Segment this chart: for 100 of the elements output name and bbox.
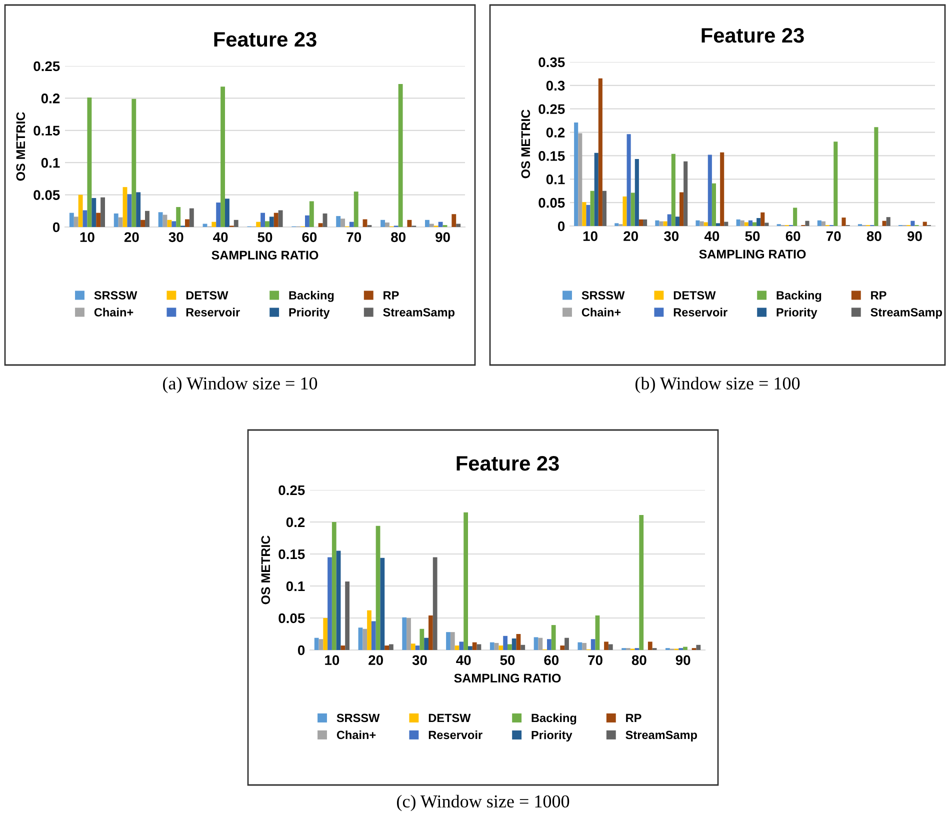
bar [406, 618, 411, 650]
chart-title: Feature 23 [214, 32, 316, 47]
bar [760, 212, 765, 226]
bar [305, 215, 310, 227]
bar [512, 638, 516, 650]
bar [118, 217, 123, 227]
bar [684, 161, 688, 226]
bar [269, 216, 274, 227]
bar [667, 214, 672, 226]
y-axis-title: OS METRIC [261, 536, 270, 604]
y-tick-label: 0 [558, 221, 565, 232]
legend-label: Chain+ [582, 308, 621, 316]
x-tick-label: 50 [258, 232, 272, 242]
legend-label: DETSW [674, 291, 716, 300]
bar [655, 220, 660, 226]
text: (a) Window size = 10 [163, 376, 318, 394]
bar [234, 220, 238, 227]
bar [340, 646, 346, 650]
bar [446, 632, 450, 650]
bar [503, 636, 508, 650]
bar [145, 210, 150, 227]
bar [452, 214, 456, 227]
y-tick-label: 0.3 [546, 80, 565, 91]
bar [560, 646, 565, 650]
x-tick-label: 50 [500, 655, 515, 666]
legend-label: Backing [289, 290, 334, 302]
bar [92, 198, 96, 227]
x-tick-label: 10 [325, 655, 340, 666]
bar [376, 526, 380, 650]
legend-label: Reservoir [186, 308, 240, 316]
legend-label: StreamSamp [870, 308, 942, 319]
bar [432, 557, 438, 650]
bar [574, 122, 578, 226]
bar [96, 212, 101, 227]
bar [586, 204, 590, 226]
bar [516, 634, 521, 650]
bar [260, 212, 265, 227]
bar [309, 201, 314, 227]
bar [415, 646, 420, 650]
bar [608, 644, 613, 650]
bar [158, 212, 163, 227]
bar [821, 221, 826, 226]
bar [425, 220, 430, 227]
y-tick-label: 0.35 [538, 57, 565, 68]
bar [614, 223, 619, 226]
bar [265, 221, 270, 227]
bar [328, 557, 332, 650]
bar [634, 158, 639, 226]
y-tick-label: 0.05 [538, 198, 565, 208]
legend-label: Priority [289, 308, 330, 319]
x-axis-title: SAMPLING RATIO [454, 674, 561, 683]
legend-label: SRSSW [582, 291, 625, 300]
bar [476, 644, 482, 650]
text: (b) Window size = 100 [636, 376, 800, 394]
x-tick-label: 40 [704, 231, 720, 242]
bar [322, 213, 328, 227]
bar [683, 646, 688, 650]
bar [354, 192, 358, 227]
x-axis-title: SAMPLING RATIO [699, 250, 806, 259]
x-tick-label: 70 [588, 655, 602, 666]
x-tick-label: 40 [456, 655, 471, 666]
bar [748, 220, 752, 226]
y-tick-label: 0.1 [41, 158, 60, 168]
y-tick-label: 0.15 [538, 151, 565, 161]
y-tick-label: 0.25 [34, 61, 60, 72]
legend-label: Priority [532, 730, 572, 742]
bar [69, 212, 74, 227]
bar [127, 194, 132, 227]
x-tick-label: 80 [632, 655, 646, 666]
bar [671, 154, 676, 226]
bar [680, 192, 684, 226]
bar [834, 142, 838, 226]
bar [212, 222, 216, 227]
bar [590, 639, 596, 650]
x-tick-label: 40 [213, 232, 228, 242]
y-axis-title: OS METRIC [521, 110, 530, 178]
bar [582, 642, 586, 650]
y-tick-label: 0.1 [546, 174, 565, 184]
bar [793, 208, 798, 226]
bar [176, 207, 181, 227]
bar [100, 197, 105, 227]
bar [724, 222, 728, 226]
x-tick-label: 20 [624, 231, 638, 242]
y-tick-label: 0.25 [538, 104, 565, 114]
bar [752, 222, 757, 226]
bar [700, 221, 704, 226]
bar [922, 222, 927, 226]
bar [696, 220, 700, 226]
bar [385, 222, 390, 227]
y-tick-label: 0.15 [278, 549, 305, 560]
bar [564, 638, 569, 650]
x-tick-label: 90 [676, 655, 690, 666]
bar [498, 646, 504, 650]
x-tick-label: 10 [80, 232, 94, 242]
bar [520, 644, 526, 650]
bar [220, 86, 225, 227]
chart-title: Feature 23 [702, 28, 804, 43]
y-tick-label: 0.2 [41, 94, 60, 104]
legend-label: DETSW [428, 714, 471, 722]
bar [590, 190, 594, 226]
